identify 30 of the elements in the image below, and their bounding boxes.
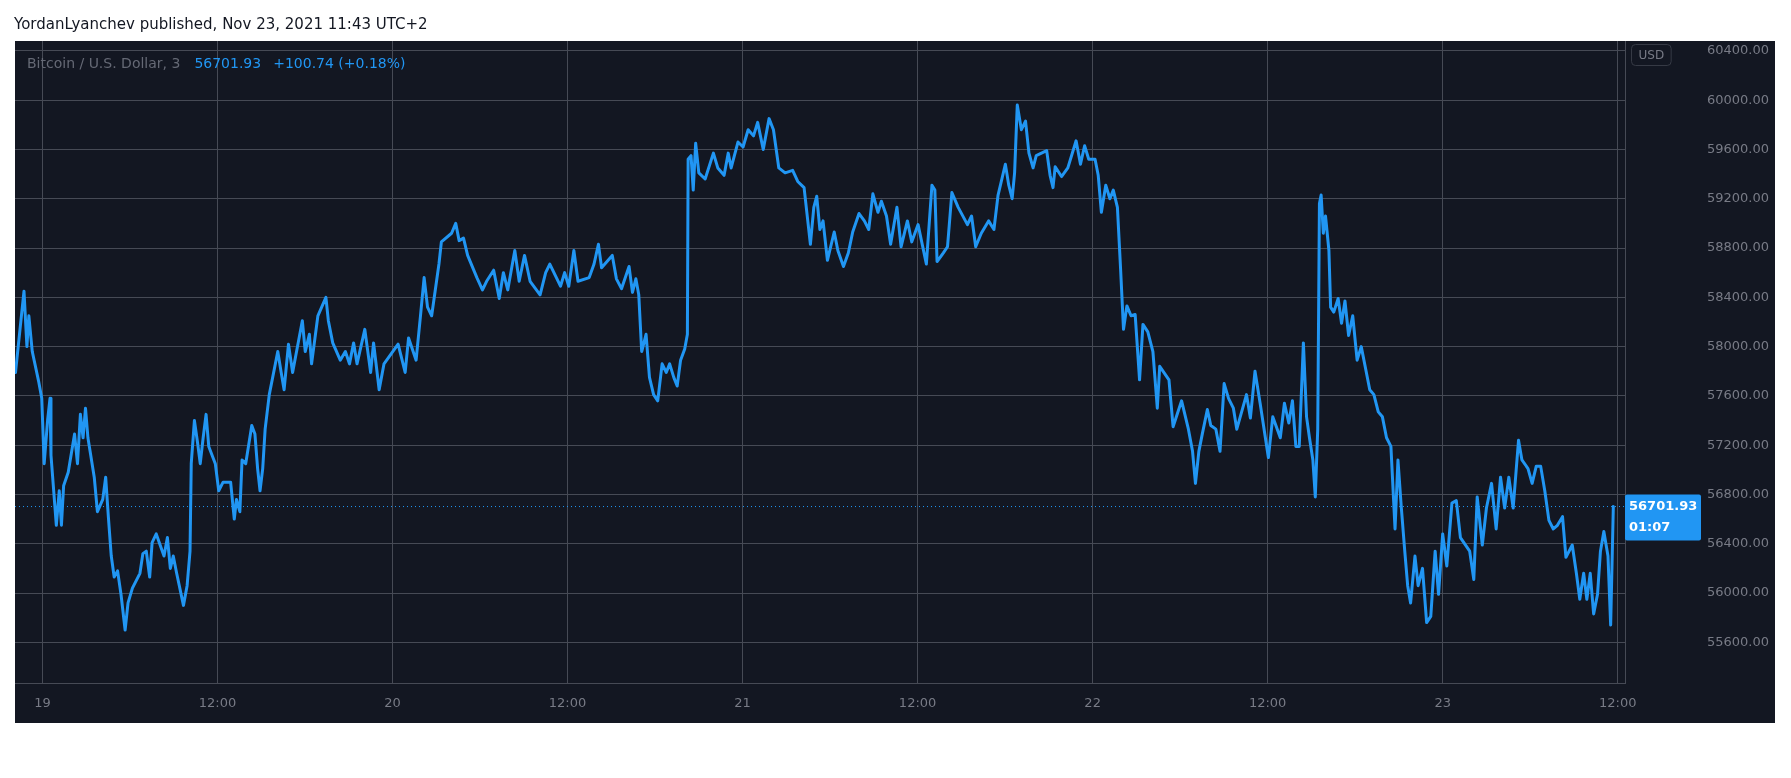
x-tick-label: 12:00: [548, 695, 587, 711]
text: Bitcoin / U.S. Dollar, 3: [27, 54, 181, 71]
y-tick-label: 56400.00: [1707, 535, 1770, 551]
y-tick-label: 58400.00: [1707, 288, 1770, 304]
chart-title: YordanLyanchev published, Nov 23, 2021 11:43 UTC+2: [13, 14, 429, 35]
y-tick-label: 57600.00: [1707, 387, 1770, 403]
annotation: +100.74 (+0.18%): [273, 54, 406, 71]
text: 01:07: [1629, 518, 1671, 534]
y-tick-label: 57200.00: [1707, 436, 1770, 452]
x-tick-label: 12:00: [898, 695, 937, 711]
x-tick-label: 21: [734, 695, 751, 711]
y-tick-label: 60000.00: [1707, 91, 1770, 107]
y-tick-label: 59200.00: [1707, 190, 1770, 206]
x-tick-label: 12:00: [198, 695, 237, 711]
y-tick-label: 59600.00: [1707, 140, 1770, 156]
y-tick-label: 58000.00: [1707, 337, 1770, 353]
y-axis-title: USD: [1638, 47, 1665, 62]
annotation: 56701.93: [194, 54, 262, 71]
x-tick-label: 23: [1434, 695, 1451, 711]
x-tick-label: 20: [384, 695, 401, 711]
y-tick-label: 56800.00: [1707, 485, 1770, 501]
y-tick-label: 58800.00: [1707, 239, 1770, 255]
y-tick-label: 55600.00: [1707, 633, 1770, 649]
x-tick-label: 12:00: [1598, 695, 1637, 711]
y-tick-label: 60400.00: [1707, 42, 1770, 58]
x-tick-label: 12:00: [1248, 695, 1287, 711]
y-tick-label: 56000.00: [1707, 584, 1770, 600]
x-tick-label: 19: [34, 695, 51, 711]
x-tick-label: 22: [1084, 695, 1101, 711]
ref-line-label: 56701.93: [1629, 497, 1698, 513]
